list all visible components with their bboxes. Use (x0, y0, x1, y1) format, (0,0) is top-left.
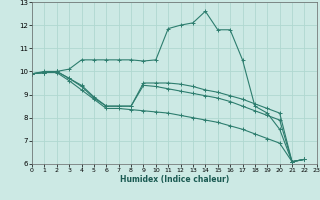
X-axis label: Humidex (Indice chaleur): Humidex (Indice chaleur) (120, 175, 229, 184)
